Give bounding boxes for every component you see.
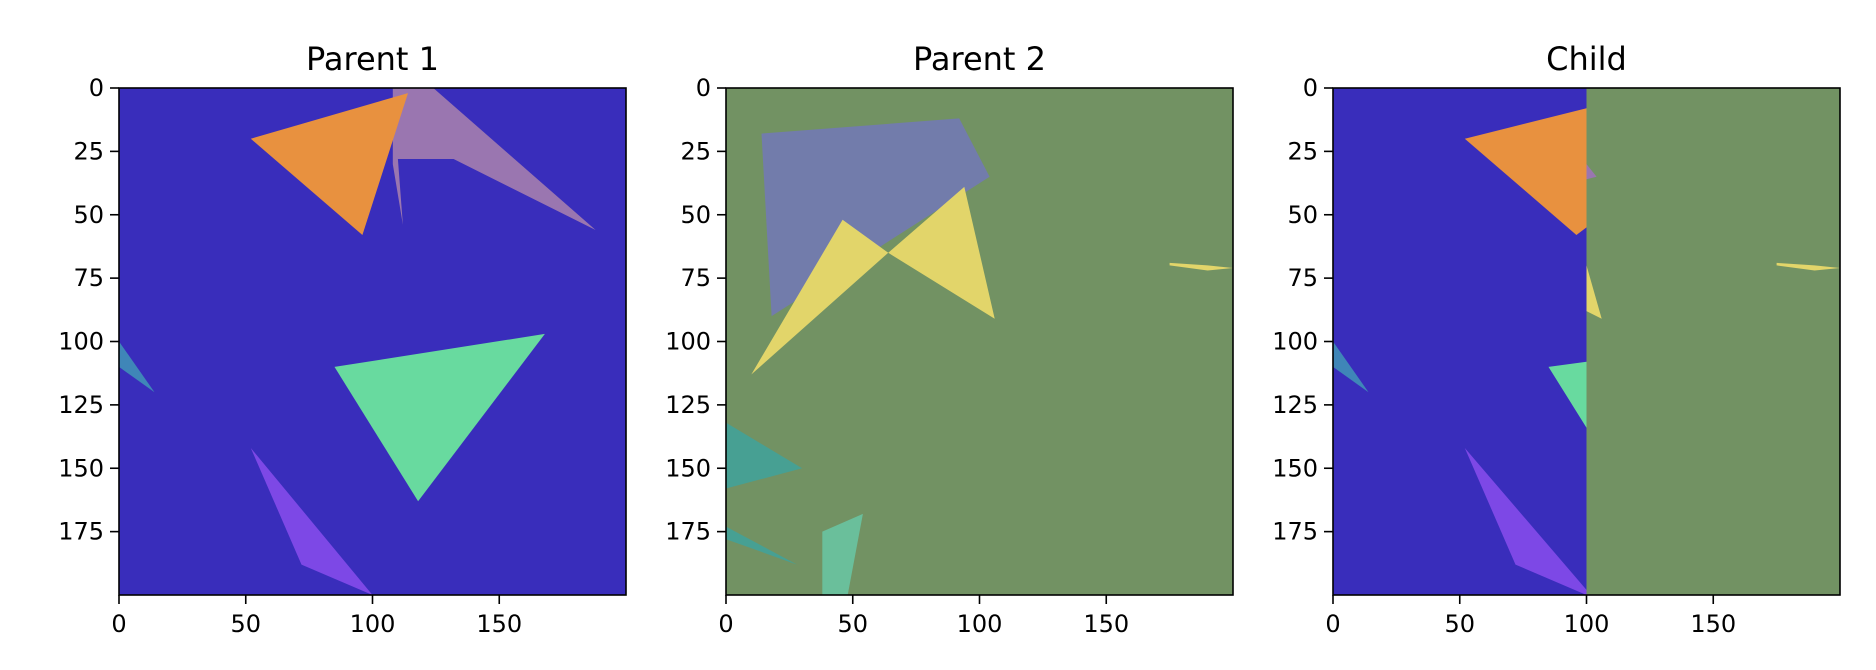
y-tick-label: 150 xyxy=(58,454,104,482)
x-tick-label: 50 xyxy=(230,610,261,638)
y-tick-label: 75 xyxy=(73,264,104,292)
y-tick-label: 175 xyxy=(1272,518,1318,546)
y-tick-label: 75 xyxy=(1287,264,1318,292)
y-tick-label: 50 xyxy=(680,201,711,229)
image-shape xyxy=(1776,262,1840,271)
y-tick-label: 0 xyxy=(1303,74,1318,102)
image-shape xyxy=(751,186,995,375)
x-tick-label: 150 xyxy=(476,610,522,638)
panel-child: Child 0 50 100 150 0 25 50 75 100 125 150 175 xyxy=(1214,0,1841,670)
image-shape xyxy=(1464,108,1587,235)
image-shape xyxy=(1548,361,1587,428)
x-tick-label: 0 xyxy=(111,610,126,638)
x-tick-label: 100 xyxy=(1564,610,1610,638)
image-shape xyxy=(1333,341,1369,393)
chart-child: Child 0 50 100 150 0 25 50 75 100 125 150 175 xyxy=(1272,40,1841,638)
y-tick-label: 175 xyxy=(58,518,104,546)
y-tick-label: 100 xyxy=(665,328,711,356)
x-tick-label: 150 xyxy=(1690,610,1736,638)
chart-parent-1: Parent 1 0 50 100 150 0 25 50 75 100 125 150 175 xyxy=(58,40,627,638)
y-tick-label: 125 xyxy=(665,391,711,419)
image-shape xyxy=(250,448,373,595)
y-tick-label: 25 xyxy=(1287,137,1318,165)
y-tick-label: 50 xyxy=(1287,201,1318,229)
image-shape xyxy=(822,513,863,595)
y-tick-label: 150 xyxy=(665,454,711,482)
y-tick-label: 25 xyxy=(680,137,711,165)
y-tick-label: 125 xyxy=(58,391,104,419)
y-tick-label: 100 xyxy=(58,328,104,356)
y-tick-label: 75 xyxy=(680,264,711,292)
y-tick-label: 50 xyxy=(73,201,104,229)
x-tick-label: 50 xyxy=(837,610,868,638)
x-tick-label: 50 xyxy=(1444,610,1475,638)
chart-parent-2: Parent 2 0 50 100 150 0 25 50 75 100 125 150 175 xyxy=(665,40,1234,638)
y-tick-label: 150 xyxy=(1272,454,1318,482)
image-shape xyxy=(726,526,797,565)
y-tick-label: 100 xyxy=(1272,328,1318,356)
y-tick-label: 25 xyxy=(73,137,104,165)
chart-title: Parent 2 xyxy=(913,40,1046,78)
chart-title: Parent 1 xyxy=(306,40,439,78)
x-tick-label: 0 xyxy=(1325,610,1340,638)
image-shape xyxy=(1169,262,1233,271)
image-shape xyxy=(334,333,545,502)
panel-parent-1: Parent 1 0 50 100 150 0 25 50 75 100 125 150 175 xyxy=(0,0,627,670)
x-tick-label: 150 xyxy=(1083,610,1129,638)
x-tick-label: 0 xyxy=(718,610,733,638)
image-shape xyxy=(726,422,803,489)
image-shape xyxy=(250,93,408,235)
panel-parent-2: Parent 2 0 50 100 150 0 25 50 75 100 125 150 175 xyxy=(607,0,1234,670)
y-tick-label: 0 xyxy=(89,74,104,102)
y-tick-label: 0 xyxy=(696,74,711,102)
image-shape xyxy=(1586,88,1840,595)
y-tick-label: 175 xyxy=(665,518,711,546)
image-shape xyxy=(1586,164,1597,180)
image-shape xyxy=(1464,448,1587,595)
x-tick-label: 100 xyxy=(957,610,1003,638)
y-tick-label: 125 xyxy=(1272,391,1318,419)
chart-title: Child xyxy=(1546,40,1627,78)
image-shape xyxy=(119,341,155,393)
image-shape xyxy=(392,88,596,230)
x-tick-label: 100 xyxy=(350,610,396,638)
